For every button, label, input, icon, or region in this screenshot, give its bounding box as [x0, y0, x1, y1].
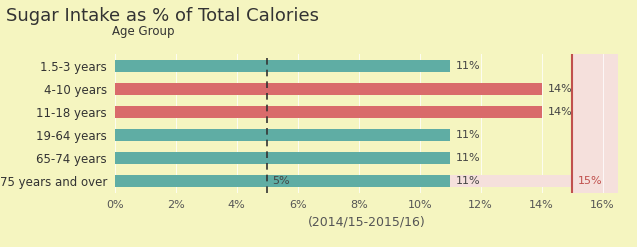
Bar — [115, 129, 450, 141]
Bar — [115, 152, 450, 165]
Text: 14%: 14% — [548, 84, 573, 94]
Text: 11%: 11% — [456, 176, 481, 186]
Bar — [115, 60, 450, 72]
Bar — [115, 175, 572, 187]
Bar — [115, 106, 541, 118]
Bar — [115, 175, 450, 187]
Text: 11%: 11% — [456, 61, 481, 71]
Text: 5%: 5% — [272, 176, 289, 186]
Text: Age Group: Age Group — [112, 25, 175, 38]
Text: Sugar Intake as % of Total Calories: Sugar Intake as % of Total Calories — [6, 7, 319, 25]
Text: 11%: 11% — [456, 130, 481, 140]
Text: 15%: 15% — [578, 176, 603, 186]
Bar — [572, 54, 618, 193]
X-axis label: (2014/15-2015/16): (2014/15-2015/16) — [308, 216, 425, 229]
Text: 14%: 14% — [548, 107, 573, 117]
Text: 11%: 11% — [456, 153, 481, 163]
Bar — [115, 82, 541, 95]
